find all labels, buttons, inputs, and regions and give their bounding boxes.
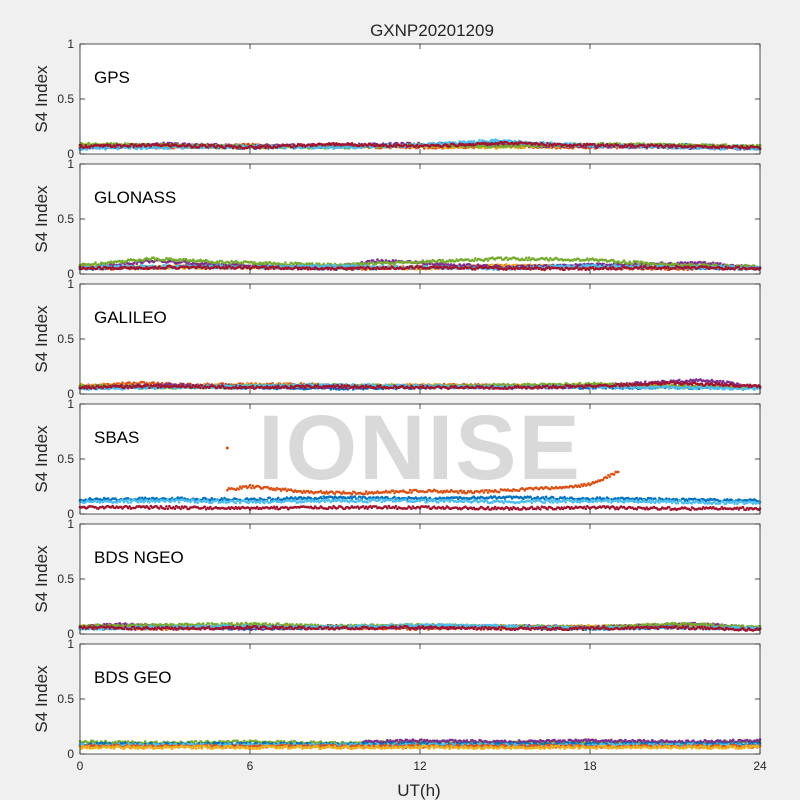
data-point bbox=[438, 141, 442, 144]
data-point bbox=[546, 141, 549, 145]
data-point bbox=[346, 147, 350, 150]
data-point bbox=[544, 144, 548, 147]
data-point bbox=[645, 145, 648, 149]
y-tick-label: 1 bbox=[67, 37, 74, 51]
panel-label: GPS bbox=[94, 68, 130, 87]
data-point bbox=[350, 142, 354, 145]
data-point bbox=[135, 147, 138, 151]
data-point bbox=[83, 146, 86, 149]
data-point bbox=[502, 143, 505, 146]
plot-area bbox=[80, 44, 760, 154]
data-point bbox=[478, 138, 481, 142]
data-point bbox=[415, 143, 419, 147]
figure-title: GXNP20201209 bbox=[370, 21, 494, 40]
data-point bbox=[724, 143, 728, 146]
data-point bbox=[132, 145, 136, 148]
data-point bbox=[291, 145, 294, 149]
data-point bbox=[717, 146, 721, 150]
data-point bbox=[284, 146, 287, 150]
data-point bbox=[104, 148, 107, 151]
data-point bbox=[114, 145, 117, 149]
data-point bbox=[444, 146, 447, 150]
data-point bbox=[393, 143, 396, 146]
y-tick-label: 0.5 bbox=[57, 92, 74, 106]
data-point bbox=[131, 143, 134, 146]
data-point bbox=[612, 145, 616, 148]
y-axis-label: S4 Index bbox=[32, 65, 51, 133]
data-point bbox=[448, 145, 452, 148]
data-point bbox=[132, 262, 136, 265]
data-point bbox=[206, 146, 209, 149]
data-point bbox=[366, 144, 369, 148]
plot-area bbox=[80, 164, 760, 274]
